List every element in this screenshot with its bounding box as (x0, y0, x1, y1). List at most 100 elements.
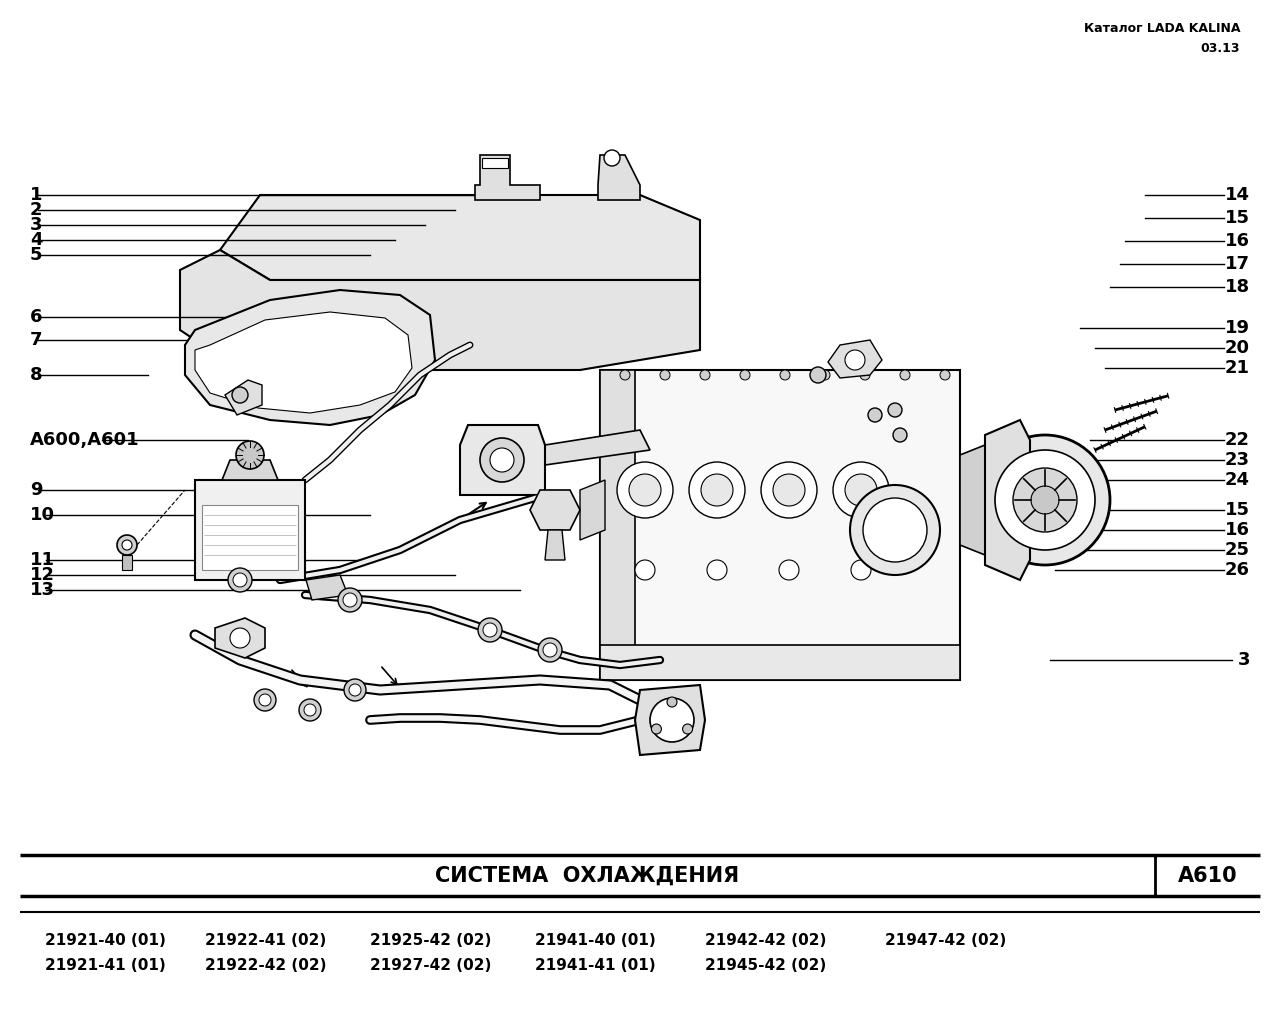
Ellipse shape (833, 461, 890, 518)
Ellipse shape (995, 450, 1094, 550)
Polygon shape (600, 370, 960, 680)
Text: 10: 10 (29, 506, 55, 524)
Text: 14: 14 (1225, 186, 1251, 204)
Ellipse shape (122, 540, 132, 550)
Text: 24: 24 (1225, 471, 1251, 489)
Text: 21922-42 (02): 21922-42 (02) (205, 958, 326, 972)
Ellipse shape (233, 573, 247, 587)
Ellipse shape (490, 448, 515, 472)
Ellipse shape (863, 498, 927, 562)
Text: 19: 19 (1225, 319, 1251, 337)
Text: A610: A610 (1178, 866, 1238, 885)
Text: 18: 18 (1225, 278, 1251, 296)
Ellipse shape (230, 628, 250, 648)
Text: 21945-42 (02): 21945-42 (02) (705, 958, 827, 972)
Polygon shape (598, 155, 640, 200)
Ellipse shape (652, 724, 662, 734)
Ellipse shape (620, 370, 630, 380)
Ellipse shape (850, 485, 940, 575)
Polygon shape (195, 312, 412, 414)
Text: 5: 5 (29, 246, 42, 264)
Polygon shape (221, 460, 278, 480)
Ellipse shape (650, 698, 694, 742)
Polygon shape (225, 380, 262, 415)
Polygon shape (545, 530, 564, 560)
Ellipse shape (667, 697, 677, 707)
Text: 03.13: 03.13 (1201, 42, 1240, 55)
Ellipse shape (232, 387, 248, 403)
Text: 1: 1 (29, 186, 42, 204)
Text: 3: 3 (1238, 651, 1251, 669)
Ellipse shape (349, 684, 361, 696)
Ellipse shape (617, 461, 673, 518)
Polygon shape (475, 155, 540, 200)
Polygon shape (545, 430, 650, 465)
Ellipse shape (480, 438, 524, 482)
Polygon shape (180, 250, 700, 370)
Text: 26: 26 (1225, 561, 1251, 579)
Text: 21925-42 (02): 21925-42 (02) (370, 932, 492, 947)
Ellipse shape (888, 403, 902, 417)
Polygon shape (186, 290, 435, 425)
Text: 21921-40 (01): 21921-40 (01) (45, 932, 166, 947)
Ellipse shape (740, 370, 750, 380)
Ellipse shape (773, 474, 805, 506)
Ellipse shape (900, 370, 910, 380)
Ellipse shape (700, 370, 710, 380)
Ellipse shape (780, 560, 799, 580)
Text: 21941-41 (01): 21941-41 (01) (535, 958, 655, 972)
Text: 21922-41 (02): 21922-41 (02) (205, 932, 326, 947)
Ellipse shape (1030, 486, 1059, 514)
Polygon shape (483, 158, 508, 168)
Polygon shape (215, 618, 265, 658)
Ellipse shape (300, 699, 321, 721)
Ellipse shape (628, 474, 660, 506)
Ellipse shape (228, 568, 252, 592)
Polygon shape (195, 480, 305, 580)
Polygon shape (202, 505, 298, 570)
Text: 15: 15 (1225, 501, 1251, 519)
Ellipse shape (820, 370, 829, 380)
Ellipse shape (980, 435, 1110, 565)
Ellipse shape (635, 560, 655, 580)
Text: 2: 2 (29, 201, 42, 218)
Text: A600,A601: A600,A601 (29, 431, 140, 449)
Text: 21942-42 (02): 21942-42 (02) (705, 932, 827, 947)
Ellipse shape (851, 560, 870, 580)
Polygon shape (600, 370, 635, 680)
Ellipse shape (810, 367, 826, 383)
Ellipse shape (762, 461, 817, 518)
Ellipse shape (780, 370, 790, 380)
Ellipse shape (868, 408, 882, 422)
Text: 21: 21 (1225, 359, 1251, 377)
Ellipse shape (845, 350, 865, 370)
Ellipse shape (305, 704, 316, 716)
Text: 11: 11 (29, 551, 55, 569)
Text: 20: 20 (1225, 339, 1251, 357)
Text: 17: 17 (1225, 255, 1251, 273)
Text: 25: 25 (1225, 541, 1251, 560)
Polygon shape (122, 555, 132, 570)
Ellipse shape (253, 689, 276, 711)
Text: 21947-42 (02): 21947-42 (02) (884, 932, 1006, 947)
Ellipse shape (343, 593, 357, 607)
Ellipse shape (845, 474, 877, 506)
Polygon shape (306, 575, 348, 600)
Polygon shape (460, 425, 545, 495)
Ellipse shape (538, 638, 562, 662)
Ellipse shape (604, 150, 620, 166)
Ellipse shape (707, 560, 727, 580)
Text: 15: 15 (1225, 209, 1251, 227)
Ellipse shape (477, 618, 502, 642)
Ellipse shape (338, 588, 362, 612)
Text: 23: 23 (1225, 451, 1251, 469)
Text: 6: 6 (29, 308, 42, 326)
Text: 3: 3 (29, 216, 42, 234)
Ellipse shape (940, 370, 950, 380)
Ellipse shape (893, 428, 908, 442)
Ellipse shape (236, 441, 264, 469)
Text: 21921-41 (01): 21921-41 (01) (45, 958, 165, 972)
Text: 8: 8 (29, 366, 42, 384)
Text: 7: 7 (29, 331, 42, 349)
Text: 16: 16 (1225, 521, 1251, 539)
